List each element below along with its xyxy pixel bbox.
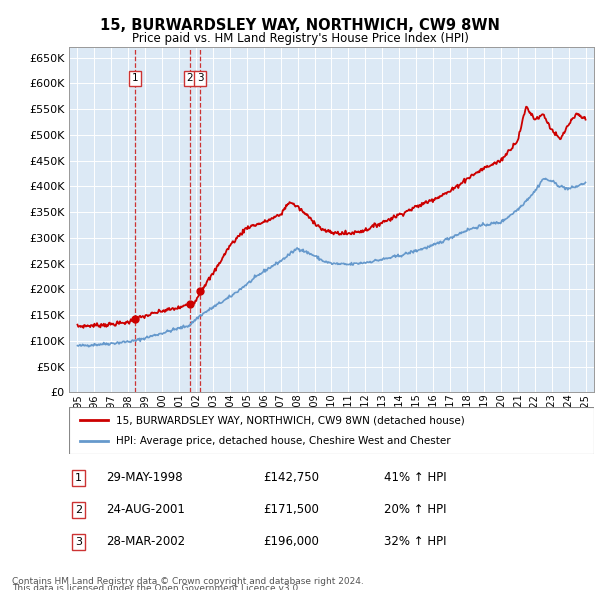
Text: 2: 2 [75,505,82,514]
Text: 20% ↑ HPI: 20% ↑ HPI [384,503,446,516]
Text: 15, BURWARDSLEY WAY, NORTHWICH, CW9 8WN (detached house): 15, BURWARDSLEY WAY, NORTHWICH, CW9 8WN … [116,415,465,425]
Text: £171,500: £171,500 [263,503,319,516]
Text: £142,750: £142,750 [263,471,319,484]
Text: 15, BURWARDSLEY WAY, NORTHWICH, CW9 8WN: 15, BURWARDSLEY WAY, NORTHWICH, CW9 8WN [100,18,500,32]
Text: Price paid vs. HM Land Registry's House Price Index (HPI): Price paid vs. HM Land Registry's House … [131,32,469,45]
Text: 32% ↑ HPI: 32% ↑ HPI [384,535,446,548]
Text: 29-MAY-1998: 29-MAY-1998 [106,471,182,484]
Text: HPI: Average price, detached house, Cheshire West and Chester: HPI: Average price, detached house, Ches… [116,436,451,446]
Text: This data is licensed under the Open Government Licence v3.0.: This data is licensed under the Open Gov… [12,584,301,590]
Text: 24-AUG-2001: 24-AUG-2001 [106,503,185,516]
Text: 41% ↑ HPI: 41% ↑ HPI [384,471,446,484]
Text: 1: 1 [75,473,82,483]
Text: Contains HM Land Registry data © Crown copyright and database right 2024.: Contains HM Land Registry data © Crown c… [12,577,364,586]
Text: 1: 1 [132,73,139,83]
Text: 3: 3 [197,73,203,83]
Text: £196,000: £196,000 [263,535,319,548]
FancyBboxPatch shape [69,407,594,454]
Text: 28-MAR-2002: 28-MAR-2002 [106,535,185,548]
Text: 2: 2 [187,73,193,83]
Text: 3: 3 [75,537,82,547]
